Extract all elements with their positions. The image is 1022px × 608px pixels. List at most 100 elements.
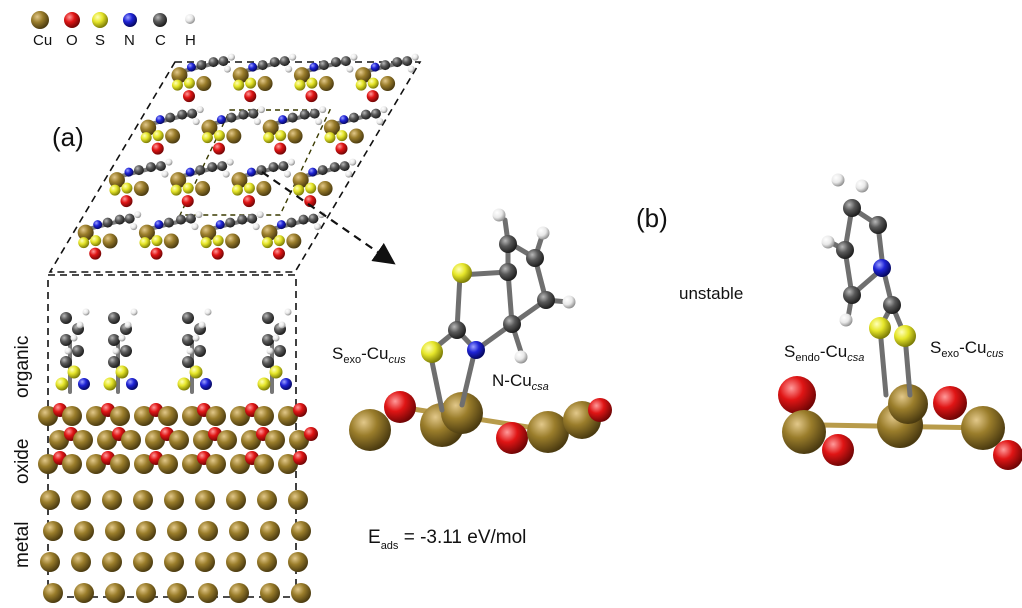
- c-atom: [217, 161, 228, 172]
- h-atom: [272, 334, 280, 342]
- h-atom: [198, 321, 206, 329]
- h-atom: [70, 334, 78, 342]
- c-atom: [108, 312, 120, 324]
- o-atom: [304, 195, 317, 208]
- legend-label-cu: Cu: [33, 32, 53, 49]
- h-atom: [350, 53, 358, 61]
- h-atom: [831, 173, 845, 187]
- metal-cu-atom: [136, 521, 156, 541]
- o-atom: [778, 376, 816, 414]
- h-atom: [186, 347, 194, 355]
- cu-atom: [355, 67, 372, 84]
- cu-atom: [232, 67, 249, 84]
- adsorption-energy: Eads = -3.11 eV/mol: [368, 527, 527, 552]
- n-atom: [276, 220, 286, 230]
- cu-atom: [256, 181, 272, 197]
- c-atom: [196, 60, 207, 71]
- oxide-cu-atom: [73, 430, 93, 450]
- n-atom: [200, 378, 212, 390]
- oxide-cu-atom: [265, 430, 285, 450]
- o-atom: [274, 142, 287, 155]
- c-atom: [286, 217, 297, 228]
- bond-label-s-endo-csa: Sendo-Cucsa: [784, 342, 865, 364]
- c-atom: [329, 162, 340, 173]
- h-atom: [380, 106, 388, 114]
- n-atom: [78, 378, 90, 390]
- zoom-arrow: [261, 171, 396, 265]
- oxide-cu-atom: [49, 430, 69, 450]
- oxide-cu-atom: [182, 406, 202, 426]
- panel-label-a: (a): [52, 122, 84, 152]
- n-atom: [339, 115, 349, 125]
- region-label-organic: organic: [12, 335, 33, 398]
- c-atom: [133, 165, 144, 176]
- legend: [31, 11, 195, 29]
- h-atom: [313, 223, 321, 231]
- h-atom: [64, 347, 72, 355]
- oxide-cu-atom: [134, 454, 154, 474]
- cu-atom: [77, 224, 94, 241]
- metal-cu-atom: [229, 583, 249, 603]
- cu-atom: [165, 128, 181, 144]
- cu-atom: [196, 76, 212, 92]
- legend-label-c: C: [155, 32, 166, 49]
- cu-atom: [170, 172, 187, 189]
- s-atom: [869, 317, 891, 339]
- c-atom: [339, 161, 350, 172]
- legend-s-atom: [92, 12, 108, 28]
- metal-cu-atom: [226, 552, 246, 572]
- s-atom: [90, 235, 102, 247]
- c-atom: [499, 235, 517, 253]
- c-atom: [108, 334, 120, 346]
- s-atom: [894, 325, 916, 347]
- n-atom: [278, 115, 288, 125]
- h-atom: [204, 308, 212, 316]
- cu-atom: [163, 233, 179, 249]
- c-atom: [226, 112, 237, 123]
- metal-cu-atom: [260, 583, 280, 603]
- h-atom: [821, 235, 835, 249]
- c-atom: [182, 312, 194, 324]
- o-atom: [89, 247, 102, 260]
- c-atom: [348, 112, 359, 123]
- metal-cu-atom: [71, 490, 91, 510]
- h-atom: [289, 53, 297, 61]
- o-atom: [384, 391, 416, 423]
- oxide-cu-atom: [278, 454, 298, 474]
- s-atom: [200, 237, 212, 249]
- legend-label-n: N: [124, 32, 135, 49]
- n-atom: [154, 220, 164, 230]
- cu-atom: [961, 406, 1005, 450]
- s-atom: [336, 130, 348, 142]
- oxide-cu-atom: [110, 454, 130, 474]
- c-atom: [218, 56, 229, 67]
- oxide-cu-atom: [206, 406, 226, 426]
- h-atom: [266, 347, 274, 355]
- oxide-o-atom: [293, 403, 307, 417]
- s-atom: [121, 182, 133, 194]
- legend-cu-atom: [31, 11, 49, 29]
- h-atom: [76, 321, 84, 329]
- cu-atom: [261, 224, 278, 241]
- bond-label-n-cu-csa: N-Cucsa: [492, 371, 549, 393]
- s-atom: [273, 235, 285, 247]
- oxide-cu-atom: [241, 430, 261, 450]
- s-atom: [269, 365, 283, 379]
- c-atom: [257, 60, 268, 71]
- h-atom: [222, 170, 230, 178]
- c-atom: [274, 345, 286, 357]
- oxide-cu-atom: [38, 454, 58, 474]
- c-atom: [102, 217, 113, 228]
- c-atom: [883, 296, 901, 314]
- cu-atom: [257, 76, 273, 92]
- c-atom: [145, 162, 156, 173]
- metal-cu-atom: [40, 552, 60, 572]
- cu-atom: [286, 233, 302, 249]
- c-atom: [380, 60, 391, 71]
- metal-cu-atom: [133, 552, 153, 572]
- panel-label-b: (b): [636, 203, 668, 233]
- n-atom: [93, 220, 103, 230]
- metal-cu-atom: [288, 552, 308, 572]
- c-atom: [207, 162, 218, 173]
- c-atom: [309, 108, 320, 119]
